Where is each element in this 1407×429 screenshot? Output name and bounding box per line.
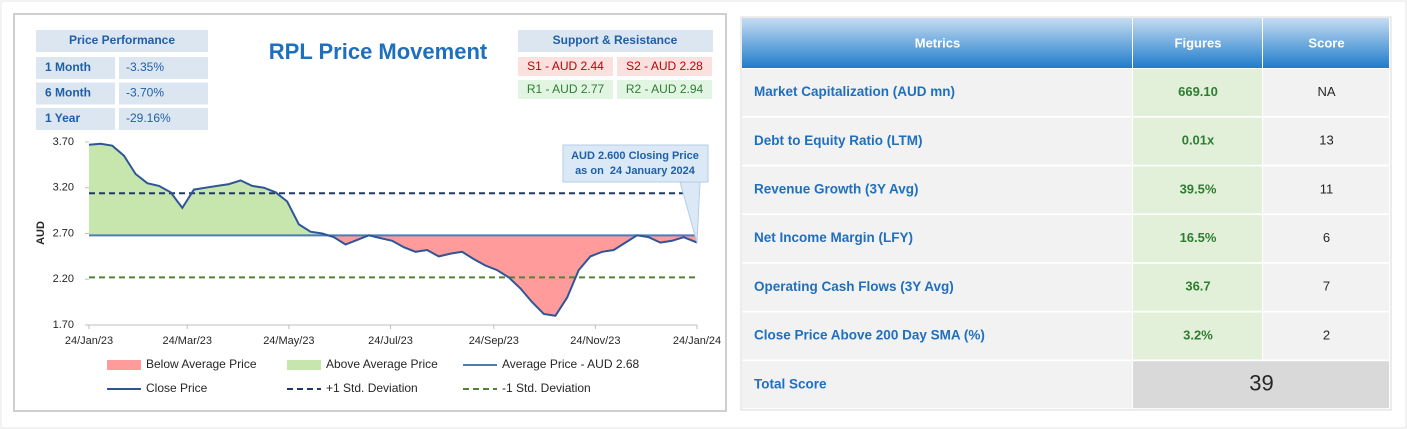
cell	[617, 57, 712, 76]
metric-name: Net Income Margin (LFY)	[754, 230, 913, 245]
cell	[518, 57, 613, 76]
close-price-line	[88, 142, 698, 317]
cell	[1133, 215, 1262, 263]
cell	[1133, 117, 1262, 165]
total-label: Total Score	[754, 376, 827, 391]
period-return: -3.35%	[126, 60, 164, 74]
cell	[1263, 312, 1389, 360]
metric-name: Operating Cash Flows (3Y Avg)	[754, 279, 954, 294]
cell	[36, 108, 115, 130]
x-tick-label: 24/Jul/23	[368, 335, 413, 347]
resistance-level: R1 - AUD 2.77	[527, 82, 605, 96]
metric-score: 2	[1323, 327, 1330, 342]
metric-figure: 0.01x	[1182, 133, 1215, 148]
metric-name: Market Capitalization (AUD mn)	[754, 84, 955, 99]
cell	[742, 312, 1132, 360]
legend-label: -1 Std. Deviation	[502, 381, 591, 395]
cell	[617, 80, 712, 99]
cell	[742, 361, 1132, 409]
period-label: 1 Year	[45, 111, 80, 125]
header-cell	[1263, 18, 1389, 68]
metric-figure: 36.7	[1185, 279, 1210, 294]
legend-label: +1 Std. Deviation	[326, 381, 418, 395]
metric-figure: 16.5%	[1180, 230, 1217, 245]
chart-title: RPL Price Movement	[269, 39, 488, 64]
cell	[119, 82, 208, 105]
above-average-area	[89, 143, 697, 236]
x-tick-label: 24/Sep/23	[469, 335, 519, 347]
cell	[518, 80, 613, 99]
cell	[742, 166, 1132, 214]
y-tick-label: 3.70	[53, 136, 74, 148]
header-cell	[742, 18, 1132, 68]
metric-score: 7	[1323, 279, 1330, 294]
legend-label: Below Average Price	[146, 357, 257, 371]
cell	[742, 215, 1132, 263]
callout-box	[562, 144, 709, 183]
metric-figure: 39.5%	[1180, 181, 1217, 196]
panel-title: Support & Resistance	[553, 33, 678, 47]
cell	[742, 69, 1132, 116]
x-tick-label: 24/Nov/23	[570, 335, 620, 347]
cell	[1133, 361, 1389, 409]
cell	[1133, 166, 1262, 214]
x-tick-label: 24/Mar/23	[163, 335, 213, 347]
cell	[1263, 215, 1389, 263]
resistance-level: R2 - AUD 2.94	[626, 82, 704, 96]
legend-label: Above Average Price	[326, 357, 438, 371]
header-label: Score	[1308, 35, 1344, 50]
metric-score: 11	[1320, 181, 1334, 196]
metric-name: Debt to Equity Ratio (LTM)	[754, 133, 922, 148]
callout-text: as on 24 January 2024	[575, 165, 696, 177]
support-level: S2 - AUD 2.28	[626, 59, 703, 73]
cell	[1263, 117, 1389, 165]
x-tick-label: 24/Jan/23	[65, 335, 113, 347]
cell	[1263, 69, 1389, 116]
y-tick-label: 3.20	[53, 182, 74, 194]
cell	[1133, 263, 1262, 311]
metric-name: Close Price Above 200 Day SMA (%)	[754, 328, 985, 343]
callout-text: AUD 2.600 Closing Price	[571, 150, 699, 162]
period-label: 6 Month	[45, 86, 91, 100]
metric-score: NA	[1317, 84, 1335, 99]
y-tick-label: 1.70	[53, 319, 74, 331]
panel-header	[36, 30, 208, 52]
panel-header	[518, 30, 713, 52]
header-label: Metrics	[915, 35, 961, 50]
y-tick-label: 2.70	[53, 227, 74, 239]
panel-title: Price Performance	[69, 33, 175, 47]
support-level: S1 - AUD 2.44	[527, 59, 604, 73]
cell	[36, 57, 115, 79]
header-label: Figures	[1175, 35, 1222, 50]
metric-figure: 669.10	[1178, 84, 1218, 99]
metric-name: Revenue Growth (3Y Avg)	[754, 181, 919, 196]
cell	[119, 57, 208, 79]
cell	[119, 108, 208, 130]
legend-swatch	[287, 360, 321, 370]
total-score: 39	[1249, 371, 1273, 396]
period-return: -29.16%	[126, 111, 171, 125]
legend-label: Average Price - AUD 2.68	[502, 357, 640, 371]
legend-label: Close Price	[146, 381, 208, 395]
metric-score: 13	[1319, 133, 1333, 148]
cell	[742, 117, 1132, 165]
metric-figure: 3.2%	[1183, 327, 1213, 342]
legend-swatch	[107, 360, 141, 370]
cell	[742, 263, 1132, 311]
cell	[1133, 312, 1262, 360]
x-tick-label: 24/May/23	[263, 335, 314, 347]
metric-score: 6	[1323, 230, 1330, 245]
header-cell	[1133, 18, 1262, 68]
period-label: 1 Month	[45, 60, 91, 74]
cell	[1263, 166, 1389, 214]
y-tick-label: 2.20	[53, 273, 74, 285]
below-average-area	[89, 235, 697, 316]
cell	[36, 82, 115, 105]
y-axis-label: AUD	[35, 221, 47, 245]
cell	[1133, 69, 1262, 116]
x-tick-label: 24/Jan/24	[673, 335, 721, 347]
cell	[1263, 263, 1389, 311]
period-return: -3.70%	[126, 86, 164, 100]
